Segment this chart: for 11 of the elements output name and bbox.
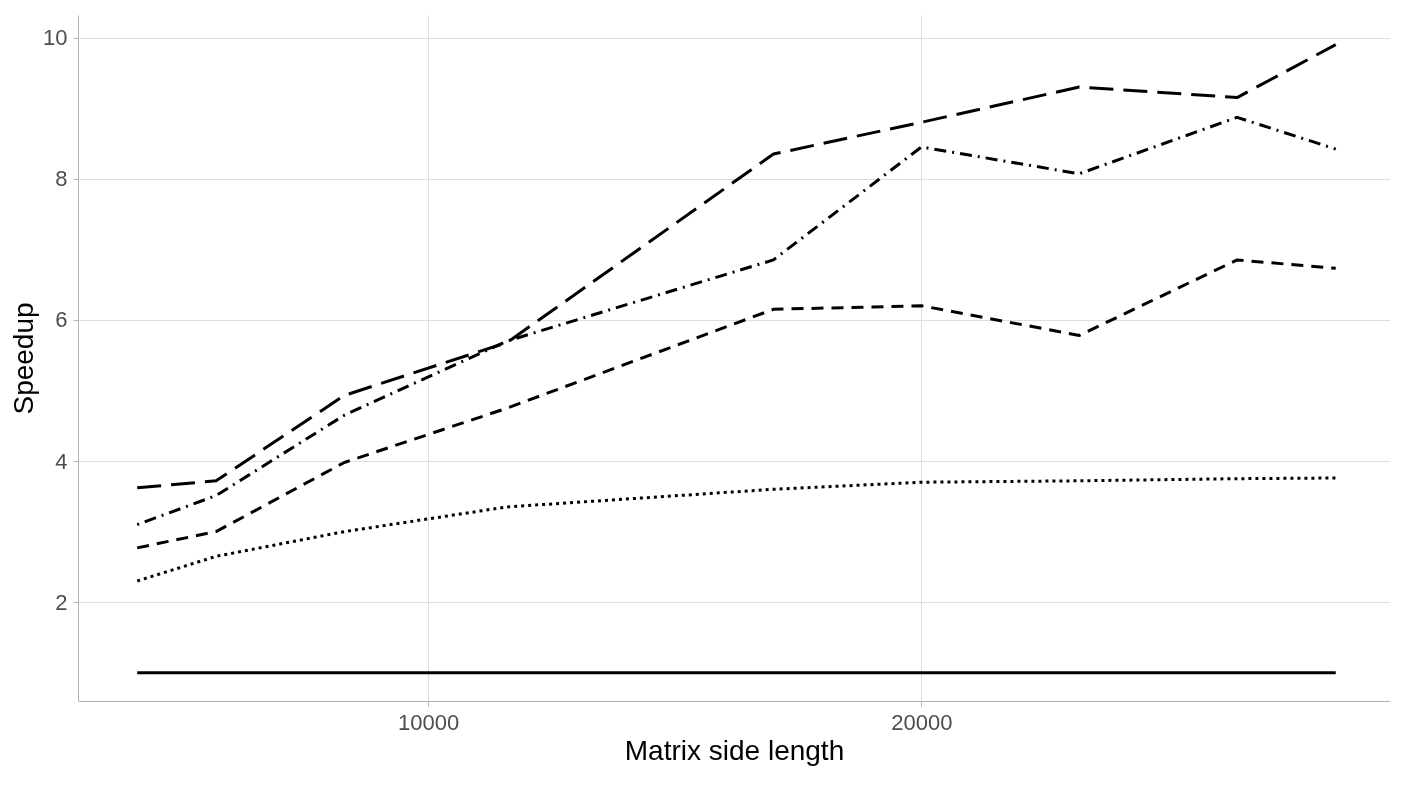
y-tick-label: 8 [55,166,68,192]
x-tick-label: 20000 [891,709,953,735]
y-tick-label: 10 [43,25,68,51]
y-axis-title: Speedup [8,302,40,415]
line-series [135,258,1338,550]
line-series [135,476,1338,583]
y-tick-label: 6 [55,307,68,333]
x-tick-label: 10000 [398,709,460,735]
x-axis-title: Matrix side length [624,734,845,766]
y-tick-label: 4 [55,448,68,474]
y-tick-label: 2 [55,589,68,615]
